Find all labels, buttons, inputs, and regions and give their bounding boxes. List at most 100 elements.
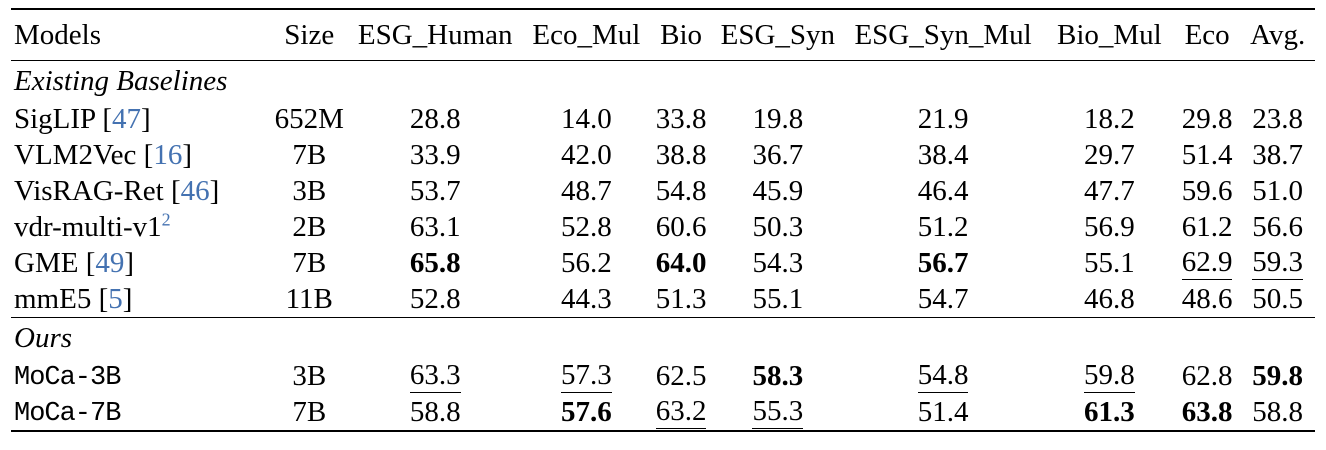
citation-link[interactable]: 49 (95, 246, 125, 279)
metric-value: 61.2 (1174, 209, 1241, 245)
model-name: MoCa-7B (14, 399, 121, 429)
metric-value-text: 45.9 (752, 174, 804, 207)
column-header-eco-mul: Eco_Mul (524, 10, 648, 61)
column-header-esg-syn-mul: ESG_Syn_Mul (841, 10, 1045, 61)
column-header-esg-human: ESG_Human (345, 10, 525, 61)
metric-value-text: 38.7 (1252, 138, 1304, 171)
metric-value: 19.8 (714, 101, 841, 137)
metric-value: 51.4 (841, 394, 1045, 430)
metric-value-text: 58.8 (409, 395, 461, 428)
citation-link[interactable]: 46 (180, 174, 210, 207)
metric-value-text: 55.1 (1083, 246, 1135, 279)
metric-value-text: 50.5 (1252, 282, 1304, 315)
metric-value-text: 33.8 (655, 102, 707, 135)
metric-value-text: 62.9 (1181, 246, 1233, 281)
metric-value: 53.7 (346, 173, 525, 209)
metric-value: 45.9 (714, 173, 841, 209)
table-row: VLM2Vec [16] 7B 33.9 42.0 38.8 36.7 38.4 29.7 51… (11, 137, 1315, 173)
metric-value-text: 14.0 (561, 102, 612, 135)
metric-value-text: 51.3 (655, 282, 707, 315)
metric-value-text: 47.7 (1083, 174, 1135, 207)
footnote-link[interactable]: 2 (161, 208, 171, 229)
metric-value-text: 38.8 (655, 138, 707, 171)
metric-value-text: 46.4 (917, 174, 969, 207)
citation-link[interactable]: 5 (108, 282, 123, 315)
metric-value: 54.3 (714, 245, 841, 281)
metric-value: 21.9 (841, 101, 1045, 137)
metric-value: 38.8 (648, 137, 715, 173)
metric-value: 28.8 (346, 101, 525, 137)
metric-value: 62.8 (1174, 358, 1241, 394)
metric-value-text: 48.7 (561, 174, 612, 207)
metric-value: 63.3 (346, 358, 525, 394)
metric-value-text: 56.2 (561, 246, 612, 279)
metric-value-text: 63.8 (1181, 395, 1233, 428)
metric-value: 55.1 (1045, 245, 1174, 281)
metric-value-text: 36.7 (752, 138, 804, 171)
citation-link[interactable]: 16 (153, 138, 183, 171)
metric-value: 55.1 (714, 281, 841, 318)
metric-value-text: 63.2 (655, 395, 707, 430)
metric-value-text: 23.8 (1252, 102, 1304, 135)
metric-value-text: 33.9 (409, 138, 461, 171)
metric-value-text: 48.6 (1181, 282, 1233, 315)
metric-value: 62.9 (1174, 245, 1241, 281)
metric-value: 65.8 (346, 245, 525, 281)
model-size: 7B (292, 138, 327, 171)
metric-value: 60.6 (648, 209, 715, 245)
metric-value: 46.8 (1045, 281, 1174, 318)
model-name-cell: MoCa-7B (11, 394, 273, 430)
model-name: MoCa-3B (14, 363, 121, 393)
metric-value: 57.3 (525, 358, 648, 394)
metric-value: 54.8 (648, 173, 715, 209)
model-name-cell: VisRAG-Ret [46] (14, 174, 220, 207)
metric-value: 44.3 (525, 281, 648, 318)
model-name: vdr-multi-v1 (14, 210, 162, 243)
metric-value: 38.4 (841, 137, 1045, 173)
column-header-avg: Avg. (1240, 10, 1315, 61)
metric-value: 51.0 (1240, 173, 1315, 209)
metric-value-text: 28.8 (409, 102, 461, 135)
metric-value-text: 51.4 (917, 395, 969, 428)
metric-value: 38.7 (1240, 137, 1315, 173)
metric-value-text: 56.9 (1083, 210, 1135, 243)
metric-value-text: 61.2 (1181, 210, 1233, 243)
metric-value: 63.1 (346, 209, 525, 245)
metric-value-text: 46.8 (1083, 282, 1135, 315)
metric-value: 47.7 (1045, 173, 1174, 209)
table-row: MoCa-3B 3B 63.3 57.3 62.5 58.3 54.8 59.8 62.8 59.… (11, 358, 1315, 394)
metric-value-text: 21.9 (917, 102, 969, 135)
metric-value: 62.5 (648, 358, 715, 394)
header-row: Models Size ESG_Human Eco_Mul Bio ESG_Syn ESG_… (11, 10, 1315, 61)
metric-value-text: 51.0 (1252, 174, 1304, 207)
metric-value: 63.2 (648, 394, 715, 430)
model-size: 3B (292, 359, 327, 392)
metric-value-text: 51.2 (917, 210, 969, 243)
model-name-cell: mmE5 [5] (14, 282, 133, 315)
section-row: Ours (11, 317, 1315, 358)
metric-value: 58.8 (1240, 394, 1315, 430)
metric-value-text: 59.8 (1252, 359, 1304, 392)
metric-value: 58.8 (346, 394, 525, 430)
column-header-models: Models (11, 10, 273, 61)
metric-value: 56.9 (1045, 209, 1174, 245)
metric-value-text: 52.8 (409, 282, 461, 315)
column-header-size: Size (273, 10, 346, 61)
metric-value: 51.4 (1174, 137, 1241, 173)
metric-value: 63.8 (1174, 394, 1241, 430)
column-header-eco: Eco (1173, 10, 1241, 61)
citation-link[interactable]: 47 (112, 102, 142, 135)
metric-value: 59.3 (1240, 245, 1315, 281)
metric-value: 29.8 (1174, 101, 1241, 137)
metric-value: 36.7 (714, 137, 841, 173)
metric-value: 29.7 (1045, 137, 1174, 173)
metric-value: 33.8 (648, 101, 715, 137)
column-header-bio-mul: Bio_Mul (1044, 10, 1174, 61)
metric-value-text: 42.0 (561, 138, 612, 171)
metric-value-text: 56.6 (1252, 210, 1304, 243)
metric-value-text: 58.8 (1252, 395, 1304, 428)
metric-value: 52.8 (346, 281, 525, 318)
model-name-cell: GME [49] (14, 246, 135, 279)
metric-value-text: 52.8 (561, 210, 612, 243)
metric-value: 54.7 (841, 281, 1045, 318)
